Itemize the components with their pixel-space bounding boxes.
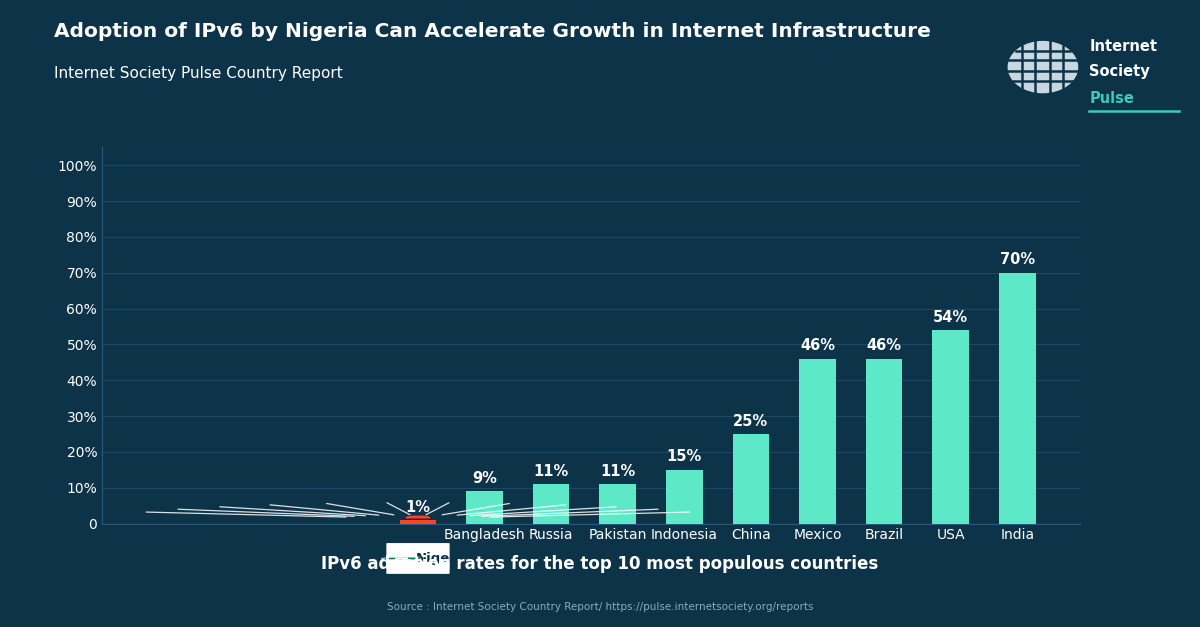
Text: Adoption of IPv6 by Nigeria Can Accelerate Growth in Internet Infrastructure: Adoption of IPv6 by Nigeria Can Accelera… (54, 22, 931, 41)
Text: 11%: 11% (600, 464, 635, 479)
Bar (533, 484, 570, 524)
FancyBboxPatch shape (386, 543, 450, 574)
FancyBboxPatch shape (408, 557, 422, 559)
Circle shape (1008, 41, 1079, 93)
Bar (732, 434, 769, 524)
Text: 46%: 46% (866, 339, 901, 354)
Text: 70%: 70% (1000, 253, 1034, 267)
Bar (400, 520, 437, 524)
Bar (998, 273, 1036, 524)
Bar (865, 359, 902, 524)
Text: 15%: 15% (667, 450, 702, 465)
Text: IPv6 adoption rates for the top 10 most populous countries: IPv6 adoption rates for the top 10 most … (322, 556, 878, 573)
Text: 1%: 1% (406, 500, 431, 515)
Text: Nigeria: Nigeria (416, 552, 470, 565)
Text: 9%: 9% (472, 471, 497, 486)
Circle shape (382, 557, 421, 559)
Text: Pulse: Pulse (1090, 92, 1134, 107)
Bar (932, 330, 968, 524)
Bar (666, 470, 703, 524)
Text: 25%: 25% (733, 414, 768, 429)
Polygon shape (407, 516, 430, 518)
Text: 46%: 46% (800, 339, 835, 354)
Text: 11%: 11% (534, 464, 569, 479)
Text: Source : Internet Society Country Report/ https://pulse.internetsociety.org/repo: Source : Internet Society Country Report… (386, 602, 814, 612)
Text: 54%: 54% (934, 310, 968, 325)
Text: Internet Society Pulse Country Report: Internet Society Pulse Country Report (54, 66, 343, 81)
Bar (467, 492, 503, 524)
Bar (799, 359, 836, 524)
Text: Internet: Internet (1090, 39, 1158, 54)
Bar (600, 484, 636, 524)
FancyBboxPatch shape (395, 557, 408, 559)
Text: Society: Society (1090, 64, 1150, 79)
